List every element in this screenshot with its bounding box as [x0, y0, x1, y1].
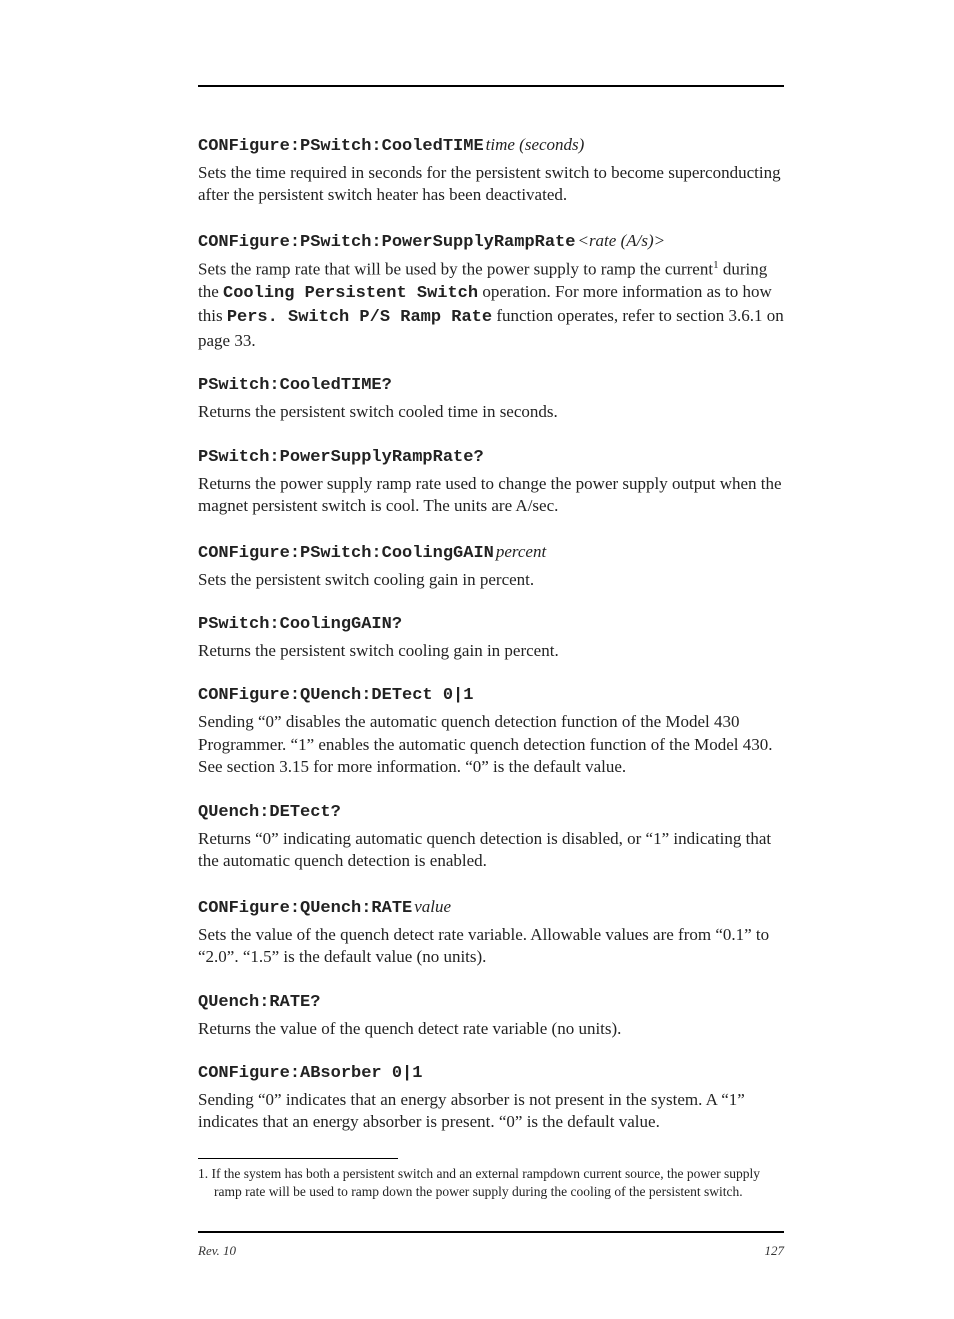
- top-horizontal-rule: [198, 85, 784, 87]
- command-code: CONFigure:PSwitch:CooledTIME: [198, 137, 484, 156]
- footnote-rule: [198, 1158, 398, 1159]
- command-block: CONFigure:PSwitch:CoolingGAIN percent Se…: [198, 542, 784, 591]
- command-description: Sending “0” indicates that an energy abs…: [198, 1089, 784, 1134]
- command-block: CONFigure:ABsorber 0|1 Sending “0” indic…: [198, 1064, 784, 1134]
- command-line: PSwitch:CoolingGAIN?: [198, 615, 784, 634]
- command-description: Sets the time required in seconds for th…: [198, 162, 784, 207]
- command-code: CONFigure:QUench:RATE: [198, 899, 412, 918]
- command-block: CONFigure:PSwitch:CooledTIME time (secon…: [198, 135, 784, 207]
- command-line: CONFigure:PSwitch:CoolingGAIN percent: [198, 542, 784, 563]
- command-code: CONFigure:PSwitch:CoolingGAIN: [198, 544, 494, 563]
- footnote-text: If the system has both a persistent swit…: [212, 1166, 760, 1199]
- command-description: Sets the ramp rate that will be used by …: [198, 258, 784, 352]
- command-code: PSwitch:PowerSupplyRampRate?: [198, 448, 484, 467]
- command-block: QUench:RATE? Returns the value of the qu…: [198, 993, 784, 1040]
- command-param: value: [414, 897, 451, 917]
- inline-code: Pers. Switch P/S Ramp Rate: [227, 308, 492, 327]
- command-line: PSwitch:CooledTIME?: [198, 376, 784, 395]
- desc-fragment: Sets the ramp rate that will be used by …: [198, 260, 713, 279]
- command-description: Sets the value of the quench detect rate…: [198, 924, 784, 969]
- command-description: Sets the persistent switch cooling gain …: [198, 569, 784, 591]
- command-code: CONFigure:ABsorber 0|1: [198, 1064, 422, 1083]
- command-code: QUench:DETect?: [198, 803, 341, 822]
- command-line: PSwitch:PowerSupplyRampRate?: [198, 448, 784, 467]
- command-line: CONFigure:PSwitch:PowerSupplyRampRate <r…: [198, 231, 784, 252]
- footnote: 1. If the system has both a persistent s…: [198, 1165, 784, 1201]
- command-line: QUench:RATE?: [198, 993, 784, 1012]
- command-block: PSwitch:CooledTIME? Returns the persiste…: [198, 376, 784, 423]
- command-code: CONFigure:PSwitch:PowerSupplyRampRate: [198, 233, 575, 252]
- command-line: CONFigure:QUench:DETect 0|1: [198, 686, 784, 705]
- command-code: QUench:RATE?: [198, 993, 320, 1012]
- command-description: Returns the persistent switch cooling ga…: [198, 640, 784, 662]
- command-block: QUench:DETect? Returns “0” indicating au…: [198, 803, 784, 873]
- footer-right: 127: [765, 1243, 785, 1259]
- footnote-mark: 1.: [198, 1166, 208, 1181]
- page-footer: Rev. 10 127: [198, 1243, 784, 1259]
- command-line: QUench:DETect?: [198, 803, 784, 822]
- command-block: PSwitch:PowerSupplyRampRate? Returns the…: [198, 448, 784, 518]
- command-code: PSwitch:CoolingGAIN?: [198, 615, 402, 634]
- command-line: CONFigure:QUench:RATE value: [198, 897, 784, 918]
- command-block: CONFigure:QUench:DETect 0|1 Sending “0” …: [198, 686, 784, 778]
- command-line: CONFigure:PSwitch:CooledTIME time (secon…: [198, 135, 784, 156]
- command-block: CONFigure:QUench:RATE value Sets the val…: [198, 897, 784, 969]
- inline-code: Cooling Persistent Switch: [223, 284, 478, 303]
- command-description: Returns “0” indicating automatic quench …: [198, 828, 784, 873]
- command-param: time (seconds): [486, 135, 585, 155]
- command-block: CONFigure:PSwitch:PowerSupplyRampRate <r…: [198, 231, 784, 352]
- command-code: CONFigure:QUench:DETect 0|1: [198, 686, 473, 705]
- bottom-horizontal-rule: [198, 1231, 784, 1233]
- command-description: Sending “0” disables the automatic quenc…: [198, 711, 784, 778]
- command-line: CONFigure:ABsorber 0|1: [198, 1064, 784, 1083]
- command-description: Returns the persistent switch cooled tim…: [198, 401, 784, 423]
- command-description: Returns the power supply ramp rate used …: [198, 473, 784, 518]
- document-page: CONFigure:PSwitch:CooledTIME time (secon…: [0, 0, 954, 1319]
- command-param: percent: [496, 542, 546, 562]
- command-block: PSwitch:CoolingGAIN? Returns the persist…: [198, 615, 784, 662]
- command-param: <rate (A/s)>: [577, 231, 665, 251]
- footer-left: Rev. 10: [198, 1243, 236, 1259]
- command-description: Returns the value of the quench detect r…: [198, 1018, 784, 1040]
- command-code: PSwitch:CooledTIME?: [198, 376, 392, 395]
